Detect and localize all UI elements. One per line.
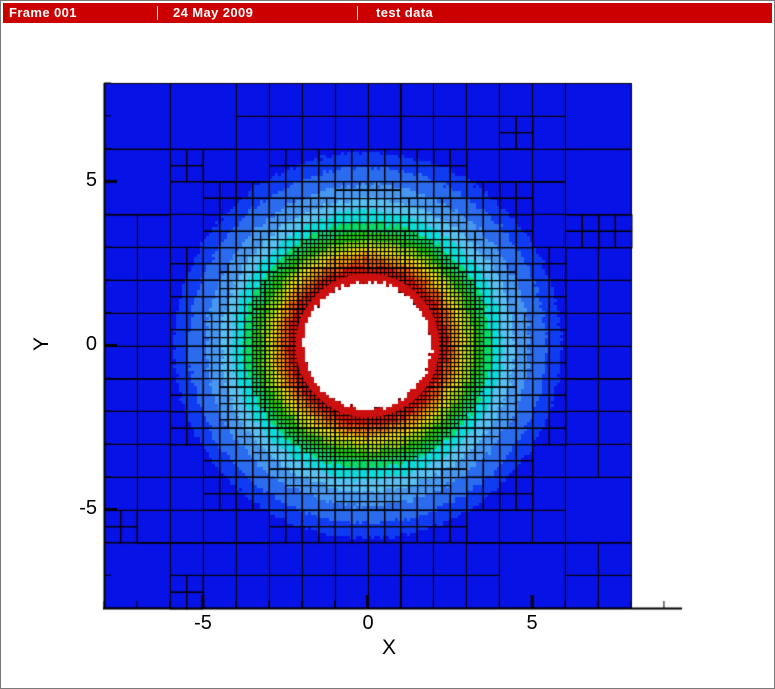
frame-date-label: 24 May 2009: [173, 5, 254, 20]
frame-dataset-label: test data: [376, 5, 434, 20]
x-tick-label-5: 5: [526, 612, 538, 634]
y-tick-label-neg5: -5: [79, 497, 97, 519]
x-axis-title: X: [382, 636, 397, 659]
x-tick-label-0: 0: [362, 612, 374, 634]
y-axis-title: Y: [30, 336, 54, 352]
frame-number-label: Frame 001: [9, 5, 77, 20]
y-tick-label-5: 5: [85, 169, 97, 191]
y-tick-label-0: 0: [85, 333, 97, 355]
x-tick-label-neg5: -5: [194, 612, 212, 634]
header-divider: [157, 6, 158, 20]
frame-header-bar: Frame 001 24 May 2009 test data: [3, 3, 772, 23]
header-divider: [357, 6, 358, 20]
